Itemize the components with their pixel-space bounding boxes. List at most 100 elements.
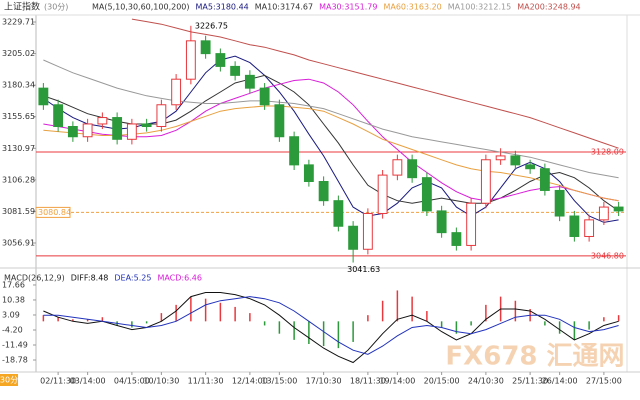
x-tick-label: 10/10:30 [143, 377, 179, 386]
candle-body [141, 123, 152, 128]
reference-label: 3080.84 [38, 208, 71, 217]
legend-entry: MA60:3163.20 [383, 3, 441, 12]
x-tick-label: 18/11:30 [350, 377, 386, 386]
candle-body [185, 40, 196, 80]
ma-line [131, 18, 619, 149]
legend-entry: DIFF:8.48 [71, 274, 109, 283]
candle-body [598, 206, 609, 221]
candle-body [200, 40, 211, 55]
y-tick-label: 3106.28 [2, 175, 35, 184]
y-tick-label: 3081.59 [2, 207, 35, 216]
reference-label: 3046.80 [591, 251, 624, 260]
chart-title: 上证指数 [4, 1, 40, 13]
legend-entry: MACD:6.46 [157, 274, 202, 283]
candle-body [436, 210, 447, 234]
candle-body [126, 123, 137, 140]
y-tick-label: 3155.65 [2, 112, 35, 121]
candle-body [38, 87, 49, 106]
candle-body [274, 104, 285, 138]
y-tick-label: 10.38 [2, 295, 25, 304]
candle-body [303, 164, 314, 182]
candle-body [244, 74, 255, 89]
x-tick-label: 19/14:00 [379, 377, 415, 386]
candle-body [53, 104, 64, 128]
y-tick-label: 17.66 [2, 280, 25, 289]
period-badge-box [0, 374, 18, 386]
x-tick-label: 20/15:00 [424, 377, 460, 386]
ma-line [43, 105, 619, 202]
candle-body [407, 159, 418, 179]
candle-body [392, 159, 403, 176]
candle-body [495, 155, 506, 161]
legend-entry: MA100:3212.15 [448, 3, 511, 12]
legend-entry: MACD(26,12,9) [4, 274, 65, 283]
legend-entry: MA5:3180.44 [196, 3, 249, 12]
y-tick-label: 3130.97 [2, 144, 35, 153]
ma-line [43, 74, 619, 212]
candle-body [156, 104, 167, 128]
candle-body [525, 164, 536, 170]
candle-body [67, 126, 78, 138]
y-tick-label: 3.09 [2, 310, 20, 319]
candle-body [451, 232, 462, 246]
plot-area [38, 18, 624, 263]
legend-entry: MA(5,10,30,60,100,200) [92, 3, 190, 12]
y-tick-label: -11.49 [2, 341, 28, 350]
candle-body [230, 65, 241, 76]
candle-body [82, 123, 93, 138]
x-tick-label: 11/11:30 [188, 377, 224, 386]
low-annotation: 3041.63 [347, 265, 380, 274]
watermark: FX678 汇通网 [445, 342, 624, 372]
candle-body [333, 200, 344, 227]
y-tick-label: 3056.91 [2, 238, 35, 247]
macd-line [43, 292, 619, 364]
ma-line [43, 78, 619, 202]
candle-body [377, 174, 388, 214]
candle-body [510, 155, 521, 166]
candle-body [348, 225, 359, 250]
x-tick-label: 17/10:30 [306, 377, 342, 386]
candle-body [480, 159, 491, 204]
macd-line [43, 296, 619, 355]
candle-body [289, 136, 300, 166]
candle-body [569, 215, 580, 237]
y-tick-label: -4.20 [2, 325, 23, 334]
candle-body [554, 189, 565, 217]
y-tick-label: 3205.02 [2, 49, 35, 58]
candle-body [421, 177, 432, 212]
reference-label: 3128.09 [591, 147, 624, 156]
legend-entry: MA10:3174.67 [255, 3, 313, 12]
candle-body [466, 202, 477, 246]
candle-body [97, 117, 108, 125]
x-tick-label: 03/14:00 [70, 377, 106, 386]
legend-entry: MA200:3248.94 [517, 3, 580, 12]
x-tick-label: 04/15:00 [114, 377, 150, 386]
x-tick-label: 25/11:30 [512, 377, 548, 386]
reference-label-box [35, 206, 71, 218]
candle-body [215, 53, 226, 67]
candle-body [613, 206, 624, 212]
period-badge: 30分 [0, 376, 18, 385]
candle-body [259, 87, 270, 106]
legend-entry: DEA:5.25 [114, 274, 151, 283]
ma-line [43, 59, 619, 179]
high-annotation: 3226.75 [195, 21, 228, 30]
x-tick-label: 24/10:30 [468, 377, 504, 386]
y-tick-label: 3229.71 [2, 18, 35, 27]
period: (30分) [44, 3, 68, 12]
ma-line [43, 55, 619, 223]
x-tick-label: 02/11:30 [40, 377, 76, 386]
x-tick-label: 13/15:00 [261, 377, 297, 386]
candle-body [584, 219, 595, 237]
x-tick-label: 27/15:00 [586, 377, 622, 386]
candle-body [362, 212, 373, 250]
y-tick-label: -18.78 [2, 356, 28, 365]
y-tick-label: 3180.34 [2, 81, 35, 90]
candle-body [539, 168, 550, 191]
x-tick-label: 26/14:00 [542, 377, 578, 386]
candle-body [318, 180, 329, 202]
legend-entry: MA30:3151.79 [319, 3, 377, 12]
candle-body [112, 117, 123, 140]
x-tick-label: 12/14:00 [232, 377, 268, 386]
